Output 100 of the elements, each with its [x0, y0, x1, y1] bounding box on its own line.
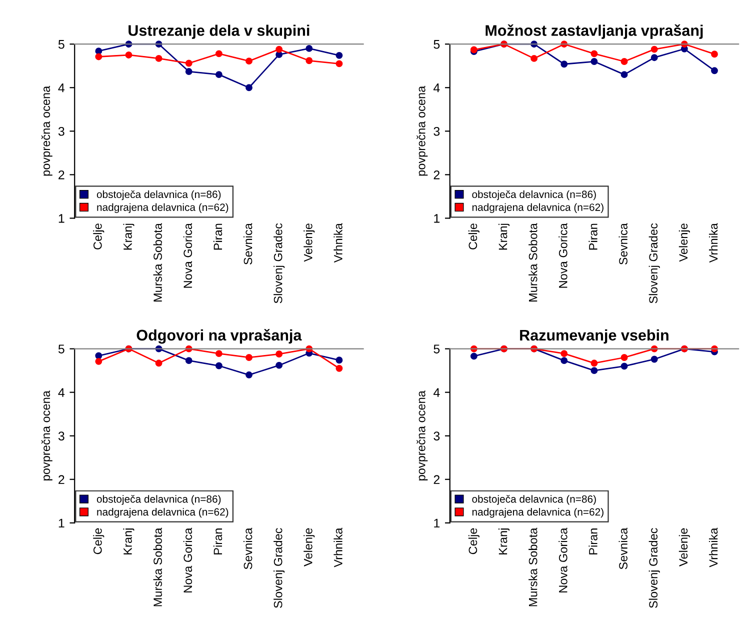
point	[276, 350, 283, 358]
x-tick-label: Murska Sobota	[153, 528, 162, 606]
point	[620, 362, 628, 370]
x-tick-label: Piran	[588, 224, 598, 250]
point	[650, 54, 658, 62]
point	[155, 360, 162, 367]
x-tick-label: Sevnica	[618, 223, 628, 265]
chart-title: Možnost zastavljanja vprašanj	[486, 24, 703, 39]
x-tick-label: Nova Gorica	[183, 223, 192, 288]
point	[620, 71, 628, 78]
point	[470, 352, 478, 360]
point	[650, 46, 658, 53]
chart-title: Razumevanje vsebin	[520, 329, 668, 344]
point	[95, 53, 102, 60]
point	[560, 60, 568, 68]
point	[185, 357, 192, 364]
y-tick-label: 4	[433, 388, 440, 397]
x-tick-label: Vrhnika	[334, 223, 342, 263]
point	[530, 54, 538, 62]
legend-label: obstoječa delavnica (n=86)	[96, 495, 221, 505]
point	[215, 350, 222, 358]
point	[560, 350, 568, 358]
point	[711, 67, 718, 74]
x-tick-label: Celje	[93, 224, 104, 250]
y-tick-label: 1	[434, 214, 440, 223]
point	[711, 50, 718, 58]
point	[125, 52, 132, 58]
y-tick-label: 5	[58, 344, 64, 354]
x-tick-label: Murska Sobota	[528, 223, 538, 302]
legend-label: obstoječa delavnica (n=86)	[96, 190, 221, 200]
x-tick-label: Slovenj Gradec	[274, 223, 285, 304]
point	[95, 48, 102, 55]
legend-label: nadgrajena delavnica (n=62)	[472, 508, 604, 518]
x-tick-label: Slovenj Gradec	[648, 223, 660, 304]
y-axis-title: povprečna ocena	[416, 86, 428, 176]
y-tick-label: 1	[434, 518, 440, 528]
x-tick-label: Celje	[468, 528, 480, 554]
point	[650, 356, 658, 363]
point	[336, 52, 343, 59]
point	[620, 354, 628, 361]
x-tick-label: Velenje	[304, 528, 315, 566]
x-tick-label: Piran	[213, 528, 222, 554]
x-tick-label: Nova Gorica	[183, 528, 192, 592]
x-tick-label: Celje	[93, 528, 104, 554]
x-tick-label: Nova Gorica	[558, 223, 568, 288]
y-tick-label: 2	[58, 475, 64, 484]
x-tick-label: Murska Sobota	[528, 528, 538, 606]
chart-title: Odgovori na vprašanja	[136, 329, 302, 344]
point	[95, 358, 102, 365]
point	[246, 371, 252, 378]
y-tick-label: 4	[58, 84, 65, 92]
y-tick-label: 1	[58, 518, 64, 528]
point	[306, 44, 313, 52]
x-tick-label: Vrhnika	[708, 223, 718, 263]
y-tick-label: 2	[58, 170, 64, 180]
x-tick-label: Kranj	[498, 528, 510, 554]
y-axis-title: povprečna ocena	[416, 390, 428, 480]
x-tick-label: Kranj	[123, 224, 134, 250]
x-tick-label: Velenje	[678, 224, 690, 262]
point	[276, 362, 283, 369]
point	[590, 50, 598, 58]
point	[246, 84, 252, 92]
y-axis-title: povprečna ocena	[41, 86, 52, 176]
x-tick-label: Sevnica	[244, 223, 252, 265]
legend-label: nadgrajena delavnica (n=62)	[97, 508, 228, 518]
legend-label: obstoječa delavnica (n=86)	[472, 190, 596, 200]
point	[276, 51, 283, 58]
y-tick-label: 2	[434, 475, 440, 484]
x-tick-label: Vrhnika	[708, 528, 718, 568]
point	[246, 58, 252, 65]
point	[336, 356, 343, 364]
x-tick-label: Velenje	[678, 528, 690, 566]
x-tick-label: Sevnica	[244, 528, 252, 570]
point	[276, 46, 283, 53]
x-tick-label: Celje	[468, 224, 480, 250]
y-tick-label: 5	[434, 344, 440, 354]
x-tick-label: Kranj	[123, 528, 134, 554]
point	[590, 367, 598, 374]
point	[215, 50, 222, 58]
point	[155, 54, 162, 62]
y-tick-label: 1	[58, 214, 64, 223]
point	[620, 58, 628, 65]
x-tick-label: Nova Gorica	[558, 528, 568, 592]
y-tick-label: 2	[434, 170, 440, 180]
x-tick-label: Sevnica	[618, 528, 628, 570]
x-tick-label: Slovenj Gradec	[648, 528, 660, 608]
x-tick-label: Murska Sobota	[153, 223, 162, 302]
y-tick-label: 5	[58, 40, 64, 49]
legend-label: nadgrajena delavnica (n=62)	[472, 203, 604, 213]
x-tick-label: Piran	[588, 528, 598, 554]
point	[185, 60, 192, 67]
y-tick-label: 5	[434, 40, 440, 49]
point	[590, 360, 598, 367]
point	[215, 71, 222, 78]
legend-label: obstoječa delavnica (n=86)	[472, 495, 596, 505]
x-tick-label: Kranj	[498, 224, 510, 250]
y-tick-label: 3	[434, 126, 440, 136]
y-axis-title: povprečna ocena	[41, 390, 52, 480]
y-tick-label: 4	[58, 388, 65, 397]
point	[185, 68, 192, 75]
